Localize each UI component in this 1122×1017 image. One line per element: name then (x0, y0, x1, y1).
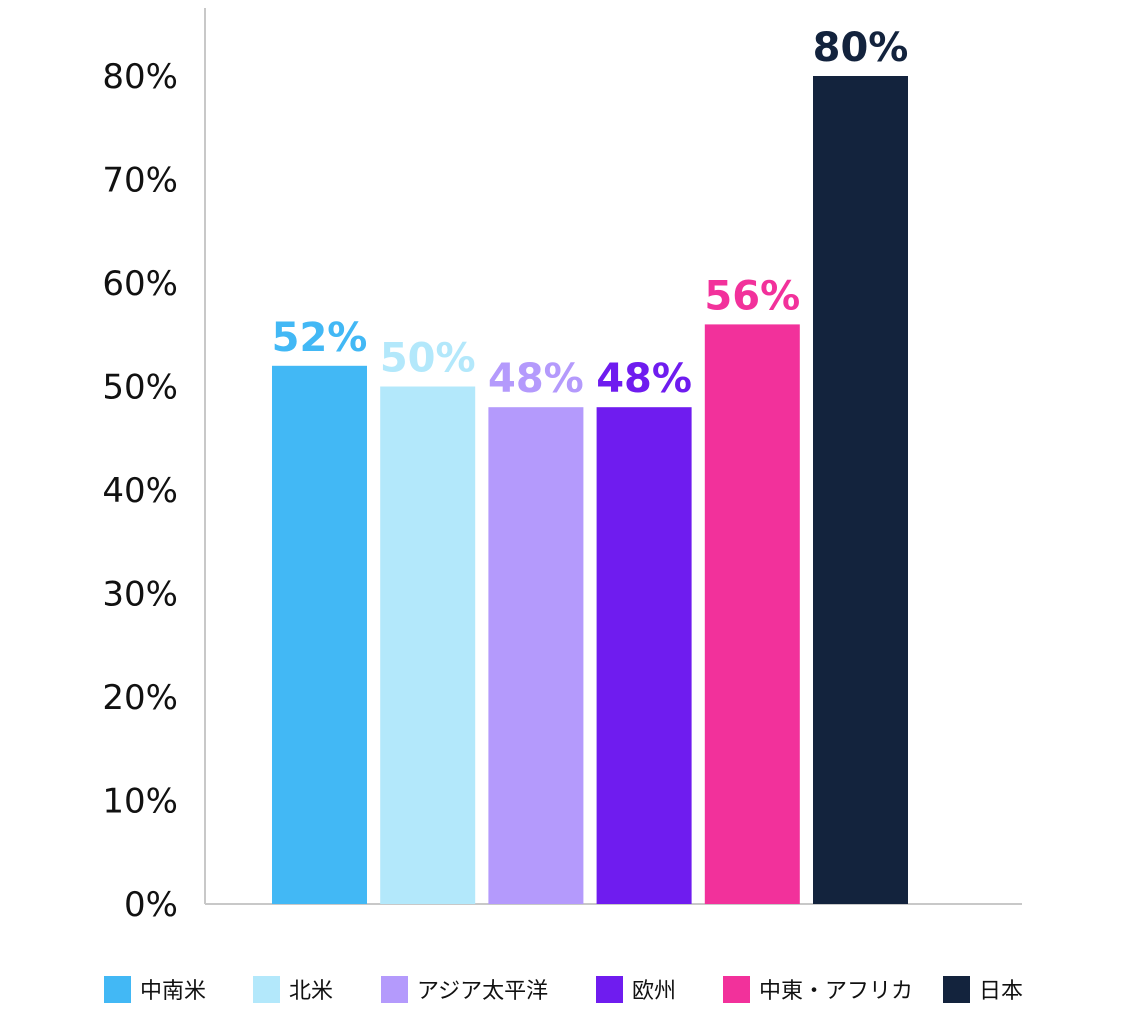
legend-label: アジア太平洋 (417, 979, 548, 1004)
y-tick-label: 30% (102, 575, 178, 615)
y-tick-label: 10% (102, 782, 178, 822)
legend-label: 中南米 (140, 979, 206, 1004)
bar-3 (488, 407, 584, 904)
legend-label: 北米 (289, 979, 333, 1004)
data-label: 48% (596, 356, 692, 402)
y-tick-label: 40% (102, 471, 178, 511)
data-label: 50% (380, 336, 476, 382)
data-labels-layer: 52% 50% 48% 48% 56% 80% (272, 25, 909, 402)
y-tick-label: 80% (102, 57, 178, 97)
legend-label: 日本 (979, 979, 1023, 1004)
legend-swatch (104, 976, 131, 1003)
legend-swatch (596, 976, 623, 1003)
bar-2 (380, 386, 476, 904)
legend-swatch (943, 976, 970, 1003)
bar-1 (272, 365, 367, 904)
legend-swatch (723, 976, 750, 1003)
bars-layer (272, 76, 908, 904)
bar-5 (704, 324, 800, 904)
bar-6 (813, 76, 908, 904)
data-label: 48% (488, 356, 584, 402)
legend-label: 中東・アフリカ (759, 979, 913, 1004)
y-tick-label: 20% (102, 678, 178, 718)
axes-layer: 0% 10% 20% 30% 40% 50% 60% 70% 80% (102, 8, 1022, 925)
legend-label: 欧州 (632, 979, 676, 1004)
data-label: 80% (813, 25, 909, 71)
legend: 中南米 北米 アジア太平洋 欧州 中東・アフリカ 日本 (104, 976, 1023, 1004)
legend-swatch (381, 976, 408, 1003)
y-tick-label: 70% (102, 161, 178, 201)
y-tick-label: 60% (102, 264, 178, 304)
data-label: 52% (272, 315, 368, 361)
y-tick-label: 50% (102, 368, 178, 408)
legend-swatch (253, 976, 280, 1003)
y-tick-label: 0% (124, 885, 178, 925)
bar-4 (596, 407, 692, 904)
data-label: 56% (704, 273, 800, 319)
